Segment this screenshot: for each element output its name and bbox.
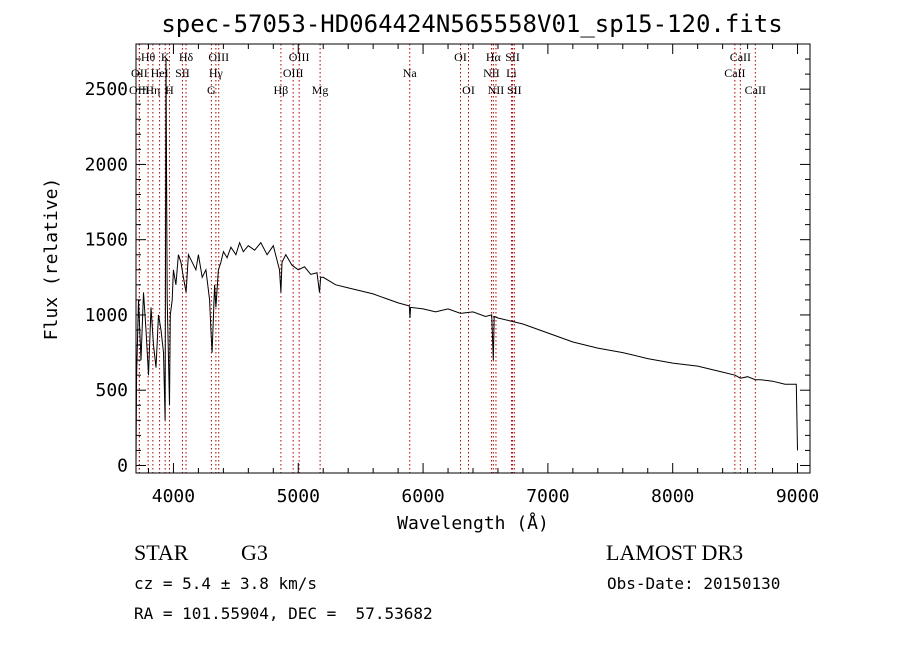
spectral-line-label: Hγ xyxy=(209,66,224,80)
survey-name: LAMOST DR3 xyxy=(606,540,743,565)
x-tick-labels: 4000 5000 6000 7000 8000 9000 xyxy=(152,486,819,507)
spectral-line-label: SII xyxy=(505,50,520,64)
spectral-line-label: OI xyxy=(454,50,467,64)
spectral-line-label: HeI xyxy=(151,66,169,80)
spectral-line-label: CaII xyxy=(745,83,766,97)
object-class: STAR xyxy=(134,540,189,565)
spectral-line-label: Hδ xyxy=(179,50,194,64)
spectral-line-label: Hη xyxy=(145,83,160,97)
axis-ticks xyxy=(136,44,810,473)
spectral-line-label: NII xyxy=(488,83,505,97)
spectral-line-label: K xyxy=(161,50,170,64)
x-axis-label: Wavelength (Å) xyxy=(397,512,549,534)
spectral-line-label: G xyxy=(207,83,216,97)
x-tick-label: 7000 xyxy=(526,486,569,507)
spectral-line-label: OIII xyxy=(208,50,229,64)
y-tick-label: 1500 xyxy=(85,230,128,251)
spectral-line-label: OI xyxy=(462,83,475,97)
y-tick-label: 1000 xyxy=(85,305,128,326)
chart-title: spec-57053-HD064424N565558V01_sp15-120.f… xyxy=(161,10,782,38)
spectral-line-label: CaII xyxy=(730,50,751,64)
spectral-line-label: Hβ xyxy=(274,83,289,97)
spectral-line-label: H xyxy=(165,83,174,97)
spectral-line-label: Na xyxy=(403,66,418,80)
spectral-line-label: OIII xyxy=(283,66,304,80)
spectral-line-markers xyxy=(138,44,756,473)
spectral-line-label: Hθ xyxy=(141,50,156,64)
spectral-line-label: NII xyxy=(483,66,500,80)
y-tick-labels: 0 500 1000 1500 2000 2500 xyxy=(85,79,128,476)
x-tick-label: 6000 xyxy=(401,486,444,507)
spectral-line-label: Hα xyxy=(486,50,502,64)
spectrum-series-line xyxy=(135,59,798,466)
redshift-cz: cz = 5.4 ± 3.8 km/s xyxy=(134,574,317,593)
x-tick-label: 9000 xyxy=(776,486,819,507)
y-tick-label: 2000 xyxy=(85,154,128,175)
spectral-line-label: OIII xyxy=(129,83,150,97)
y-tick-label: 0 xyxy=(117,455,128,476)
spectral-line-label: SII xyxy=(507,83,522,97)
observation-date: Obs-Date: 20150130 xyxy=(607,574,780,593)
coordinates: RA = 101.55904, DEC = 57.53682 xyxy=(134,604,433,623)
object-subclass: G3 xyxy=(241,540,268,565)
spectral-line-label: Mg xyxy=(312,83,329,97)
spectral-line-label: SII xyxy=(175,66,190,80)
x-tick-label: 8000 xyxy=(651,486,694,507)
plot-frame xyxy=(135,43,811,474)
y-tick-label: 500 xyxy=(95,380,128,401)
x-tick-label: 5000 xyxy=(277,486,320,507)
y-axis-label: Flux (relative) xyxy=(41,178,62,341)
x-tick-label: 4000 xyxy=(152,486,195,507)
spectral-line-label: OIII xyxy=(289,50,310,64)
spectral-line-label: CaII xyxy=(724,66,745,80)
spectral-line-label: OII xyxy=(131,66,148,80)
y-tick-label: 2500 xyxy=(85,79,128,100)
spectral-line-label: Li xyxy=(506,66,517,80)
